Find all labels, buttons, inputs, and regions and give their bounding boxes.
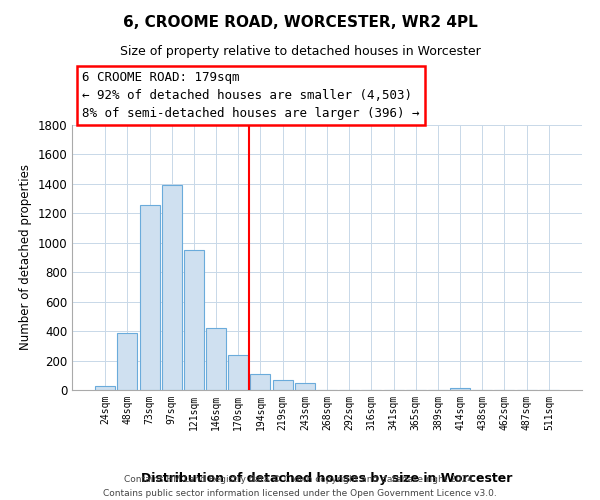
Bar xyxy=(118,332,137,390)
Bar xyxy=(250,374,271,390)
Bar xyxy=(272,380,293,390)
Bar xyxy=(450,388,470,390)
Text: 6 CROOME ROAD: 179sqm
← 92% of detached houses are smaller (4,503)
8% of semi-de: 6 CROOME ROAD: 179sqm ← 92% of detached … xyxy=(82,70,420,120)
X-axis label: Distribution of detached houses by size in Worcester: Distribution of detached houses by size … xyxy=(142,472,512,485)
Bar xyxy=(206,328,226,390)
Bar xyxy=(295,382,315,390)
Text: 6, CROOME ROAD, WORCESTER, WR2 4PL: 6, CROOME ROAD, WORCESTER, WR2 4PL xyxy=(122,15,478,30)
Bar xyxy=(162,186,182,390)
Y-axis label: Number of detached properties: Number of detached properties xyxy=(19,164,32,350)
Bar xyxy=(140,204,160,390)
Bar xyxy=(184,250,204,390)
Bar xyxy=(95,386,115,390)
Bar xyxy=(228,356,248,390)
Text: Contains HM Land Registry data © Crown copyright and database right 2024.
Contai: Contains HM Land Registry data © Crown c… xyxy=(103,476,497,498)
Text: Size of property relative to detached houses in Worcester: Size of property relative to detached ho… xyxy=(119,45,481,58)
